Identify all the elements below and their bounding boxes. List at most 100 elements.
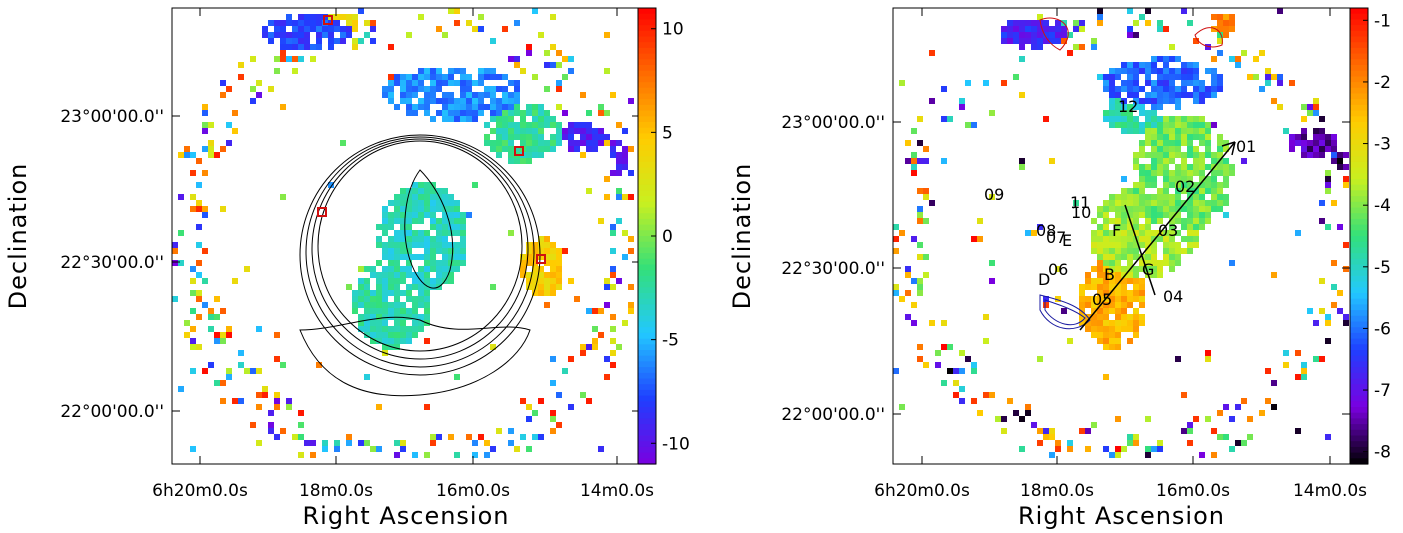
heatmap-cell	[1133, 278, 1139, 284]
heatmap-cell	[1211, 80, 1217, 86]
colorbar-step	[638, 372, 656, 380]
heatmap-cell	[514, 62, 520, 68]
colorbar-step	[638, 99, 656, 106]
heatmap-cell	[274, 398, 280, 404]
colorbar-tick-label: -5	[662, 331, 679, 351]
heatmap-cell	[1127, 62, 1133, 68]
heatmap-cell	[1127, 212, 1133, 218]
heatmap-cell	[406, 224, 412, 230]
colorbar-step	[638, 270, 656, 277]
heatmap-cell	[370, 338, 376, 344]
heatmap-cell	[1127, 86, 1133, 92]
heatmap-cell	[1133, 284, 1139, 290]
heatmap-cell	[190, 446, 196, 452]
heatmap-cell	[556, 140, 562, 146]
heatmap-cell	[1151, 164, 1157, 170]
heatmap-cell	[1331, 284, 1337, 290]
heatmap-cell	[484, 92, 490, 98]
heatmap-cell	[1271, 404, 1277, 410]
heatmap-cell	[610, 338, 616, 344]
heatmap-cell	[1277, 80, 1283, 86]
heatmap-cell	[1181, 236, 1187, 242]
heatmap-cell	[412, 110, 418, 116]
heatmap-cell	[1319, 146, 1325, 152]
colorbar-step	[1350, 201, 1368, 209]
heatmap-cell	[1067, 440, 1073, 446]
heatmap-cell	[1163, 242, 1169, 248]
heatmap-cell	[436, 80, 442, 86]
heatmap-cell	[1001, 38, 1007, 44]
heatmap-cell	[556, 134, 562, 140]
colorbar-step	[638, 241, 656, 248]
heatmap-cell	[550, 254, 556, 260]
heatmap-cell	[424, 266, 430, 272]
heatmap-cell	[424, 86, 430, 92]
heatmap-cell	[556, 248, 562, 254]
colorbar-step	[1350, 258, 1368, 266]
heatmap-cell	[520, 266, 526, 272]
heatmap-cell	[178, 194, 184, 200]
heatmap-cell	[430, 254, 436, 260]
heatmap-cell	[1139, 68, 1145, 74]
y-tick-label: 22°30'00.0''	[60, 253, 164, 273]
heatmap-cell	[418, 242, 424, 248]
heatmap-cell	[208, 314, 214, 320]
heatmap-cell	[1109, 92, 1115, 98]
heatmap-cell	[1127, 440, 1133, 446]
heatmap-cell	[442, 236, 448, 242]
heatmap-cell	[376, 284, 382, 290]
heatmap-cell	[1121, 224, 1127, 230]
heatmap-cell	[1205, 152, 1211, 158]
heatmap-cell	[1325, 314, 1331, 320]
heatmap-cell	[412, 320, 418, 326]
heatmap-cell	[220, 308, 226, 314]
heatmap-cell	[400, 206, 406, 212]
heatmap-cell	[544, 62, 550, 68]
heatmap-cell	[502, 74, 508, 80]
heatmap-cell	[286, 44, 292, 50]
heatmap-cell	[1145, 140, 1151, 146]
heatmap-cell	[1151, 206, 1157, 212]
heatmap-cell	[298, 32, 304, 38]
heatmap-cell	[959, 398, 965, 404]
heatmap-cell	[274, 356, 280, 362]
heatmap-cell	[238, 350, 244, 356]
heatmap-cell	[1151, 230, 1157, 236]
heatmap-cell	[514, 104, 520, 110]
heatmap-cell	[418, 320, 424, 326]
heatmap-cell	[1211, 74, 1217, 80]
heatmap-cell	[370, 296, 376, 302]
heatmap-cell	[406, 272, 412, 278]
colorbar-step	[1350, 13, 1368, 20]
colorbar-step	[1350, 361, 1368, 368]
heatmap-cell	[388, 272, 394, 278]
heatmap-cell	[1055, 266, 1061, 272]
heatmap-cell	[568, 356, 574, 362]
colorbar-step	[638, 104, 656, 112]
heatmap-cell	[424, 272, 430, 278]
heatmap-cell	[454, 104, 460, 110]
heatmap-cell	[959, 368, 965, 374]
heatmap-cell	[1115, 278, 1121, 284]
heatmap-cell	[1133, 104, 1139, 110]
heatmap-cell	[1097, 308, 1103, 314]
heatmap-cell	[544, 278, 550, 284]
heatmap-cell	[406, 290, 412, 296]
heatmap-cell	[418, 314, 424, 320]
heatmap-cell	[622, 152, 628, 158]
heatmap-cell	[490, 146, 496, 152]
heatmap-cell	[1187, 236, 1193, 242]
contour-line	[1039, 294, 1091, 330]
heatmap-cell	[1151, 80, 1157, 86]
heatmap-cell	[1133, 320, 1139, 326]
colorbar-step	[1350, 213, 1368, 220]
heatmap-cell	[1307, 152, 1313, 158]
heatmap-cell	[394, 272, 400, 278]
heatmap-cell	[400, 440, 406, 446]
heatmap-cell	[376, 290, 382, 296]
heatmap-cell	[923, 272, 929, 278]
heatmap-cell	[604, 110, 610, 116]
heatmap-cell	[298, 452, 304, 458]
heatmap-cell	[1181, 170, 1187, 176]
region-label-d: D	[1038, 270, 1050, 289]
